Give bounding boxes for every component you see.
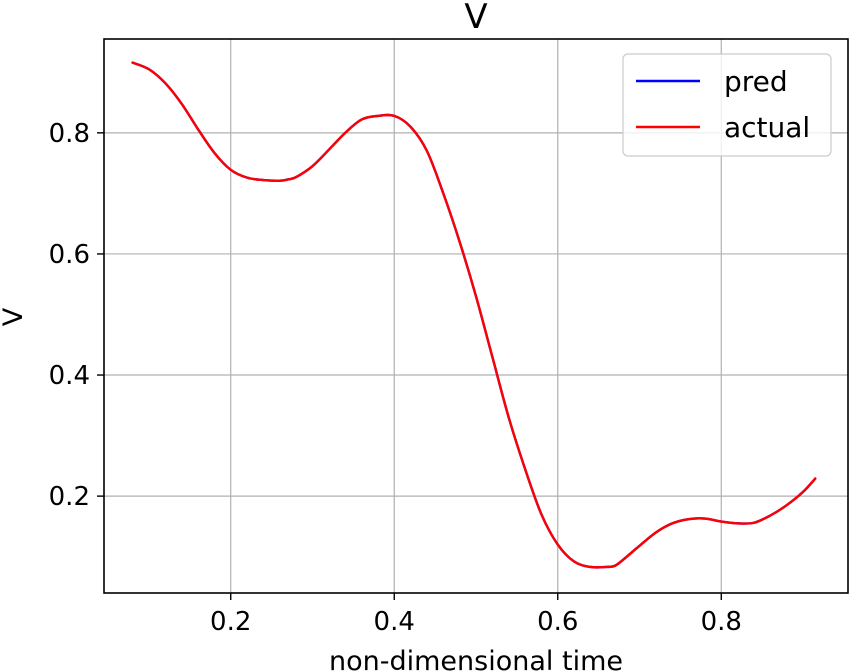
legend-box: [622, 53, 832, 157]
x-tick-label: 0.2: [210, 607, 251, 637]
y-tick-label: 0.2: [49, 482, 90, 512]
series-layer: [131, 61, 817, 569]
plot-frame: [103, 38, 849, 594]
y-tick-label: 0.4: [49, 361, 90, 391]
series-line-actual: [131, 61, 817, 569]
x-axis-label: non-dimensional time: [329, 646, 623, 672]
y-tick-label: 0.8: [49, 119, 90, 149]
x-tick-label: 0.6: [537, 607, 578, 637]
legend-label-pred: pred: [724, 65, 788, 98]
y-tick-label: 0.6: [49, 240, 90, 270]
x-tick-label: 0.4: [374, 607, 415, 637]
legend: pred actual: [622, 53, 832, 157]
x-tick-label: 0.8: [701, 607, 742, 637]
legend-label-actual: actual: [724, 111, 810, 144]
y-axis-label: V: [0, 307, 29, 326]
axis-ticks: 0.2 0.4 0.6 0.8 0.2 0.4 0.6 0.8: [49, 119, 742, 637]
chart-title: V: [464, 0, 487, 37]
